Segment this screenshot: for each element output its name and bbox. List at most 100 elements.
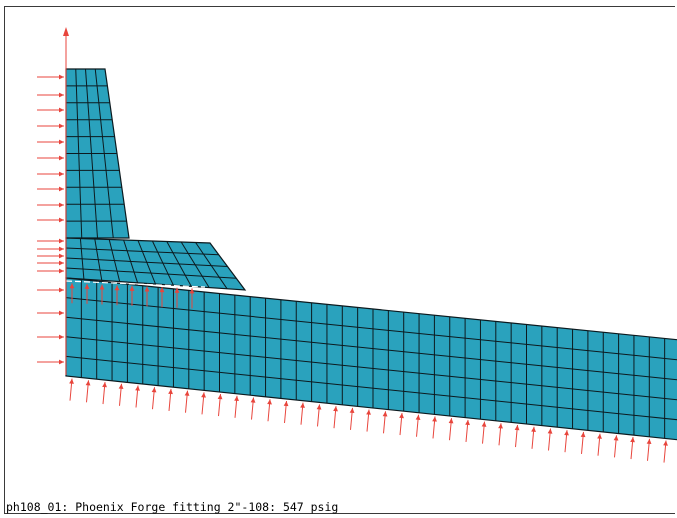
pressure-arrow-bore	[174, 287, 180, 308]
pressure-arrow-bottom	[465, 419, 470, 442]
pressure-arrow-bore	[189, 288, 195, 309]
pressure-arrow-bore	[99, 284, 105, 305]
pressure-load-arrow-head	[59, 202, 64, 208]
pressure-arrow-bore	[159, 287, 165, 308]
pressure-load-arrow-head	[646, 438, 652, 445]
pressure-load-arrow-head	[99, 284, 105, 290]
pressure-arrow-left	[37, 171, 64, 177]
pressure-load-arrow-head	[448, 418, 454, 424]
pressure-load-arrow-head	[234, 395, 239, 402]
pressure-arrow-bottom	[151, 387, 157, 410]
pressure-load-arrow-head	[59, 334, 64, 340]
pressure-arrow-bottom	[630, 437, 635, 460]
pressure-load-arrow-head	[547, 428, 553, 434]
mesh-line	[65, 257, 228, 267]
pressure-load-arrow-head	[316, 404, 322, 410]
pressure-load-arrow-head	[399, 413, 404, 419]
pressure-arrow-bore	[129, 285, 135, 306]
pressure-load-arrow-head	[349, 407, 355, 414]
pressure-arrow-bottom	[267, 399, 272, 422]
pressure-arrow-bottom	[234, 395, 239, 418]
pressure-load-arrow-head	[630, 437, 635, 443]
pressure-load-arrow-head	[580, 431, 586, 438]
pressure-load-arrow-head	[59, 238, 64, 244]
pressure-load-arrow-head	[613, 435, 619, 441]
mesh-line	[65, 316, 677, 381]
pressure-arrow-bottom	[448, 418, 454, 441]
pressure-load-arrow-head	[102, 382, 107, 388]
pressure-arrow-bottom	[118, 383, 124, 406]
pressure-arrow-left	[37, 268, 64, 274]
pressure-arrow-bottom	[316, 404, 322, 427]
mesh-line	[65, 297, 677, 361]
pressure-load-arrow-head	[184, 390, 190, 396]
pressure-load-arrow-head	[59, 186, 64, 192]
pressure-arrow-bottom	[382, 411, 388, 434]
pressure-load-arrow-head	[59, 359, 64, 365]
pressure-arrow-left	[37, 359, 64, 365]
pressure-arrow-bottom	[432, 416, 437, 439]
pressure-arrow-left	[37, 92, 64, 98]
pressure-load-arrow-head	[59, 92, 64, 98]
pressure-arrow-bottom	[184, 390, 190, 413]
pressure-load-arrow-head	[59, 268, 64, 274]
pressure-arrow-bottom	[300, 402, 305, 425]
pressure-arrow-left	[37, 246, 64, 252]
pressure-load-arrow-head	[366, 409, 371, 415]
pressure-load-arrow-head	[663, 440, 668, 446]
inner-bore-line	[65, 280, 206, 288]
pressure-load-arrow-head	[415, 414, 421, 420]
pressure-arrow-left	[37, 202, 64, 208]
pressure-load-arrow-head	[432, 416, 437, 422]
pressure-load-arrow-head	[159, 287, 165, 293]
pressure-arrow-bottom	[564, 430, 569, 453]
pressure-arrow-bottom	[399, 412, 404, 436]
pressure-arrow-left	[37, 123, 64, 129]
pressure-load-arrow-head	[382, 411, 388, 417]
pressure-arrow-left	[37, 287, 64, 293]
pressure-load-arrow-head	[250, 397, 256, 403]
model-caption: ph108_01: Phoenix Forge fitting 2"-108: …	[6, 500, 339, 514]
pressure-arrow-bottom	[663, 440, 668, 463]
pressure-load-arrows	[37, 74, 668, 463]
pressure-load-arrow-head	[59, 260, 64, 266]
mesh-line	[65, 336, 677, 401]
pressure-arrow-left	[37, 74, 64, 80]
pressure-load-arrow-head	[84, 283, 90, 289]
pressure-load-arrow-head	[201, 392, 206, 398]
pressure-arrow-left	[37, 155, 64, 161]
pressure-arrow-bottom	[547, 428, 553, 451]
pressure-arrow-bottom	[498, 423, 503, 446]
pressure-load-arrow-head	[300, 402, 305, 408]
pressure-load-arrow-head	[59, 74, 64, 80]
pressure-load-arrow-head	[59, 310, 64, 316]
pressure-arrow-left	[37, 238, 64, 244]
pressure-load-arrow-head	[85, 380, 91, 386]
pressure-load-arrow-head	[69, 378, 74, 384]
pressure-arrow-bottom	[69, 378, 74, 401]
pressure-load-arrow-head	[531, 426, 536, 432]
symmetry-axis	[63, 27, 69, 375]
pressure-load-arrow-head	[129, 285, 135, 291]
pressure-load-arrow-head	[481, 421, 487, 427]
pressure-load-arrow-head	[59, 155, 64, 161]
pressure-load-arrow-head	[59, 217, 64, 223]
pressure-arrow-left	[37, 139, 64, 145]
pressure-load-arrow-head	[151, 387, 157, 393]
mesh-line	[65, 267, 237, 279]
pressure-load-arrow-head	[69, 283, 75, 289]
pressure-arrow-bottom	[531, 426, 536, 449]
pressure-load-arrow-head	[168, 388, 173, 395]
pressure-load-arrow-head	[514, 425, 520, 431]
pressure-arrow-bottom	[201, 392, 206, 415]
pressure-load-arrow-head	[59, 246, 64, 252]
pressure-arrow-left	[37, 253, 64, 259]
pressure-arrow-bore	[84, 283, 90, 304]
pressure-load-arrow-head	[267, 399, 272, 405]
pressure-arrow-bottom	[349, 407, 355, 430]
mesh-line	[65, 247, 219, 256]
pressure-arrow-bore	[114, 285, 120, 306]
pressure-arrow-left	[37, 334, 64, 340]
pressure-load-arrow-head	[135, 385, 140, 391]
